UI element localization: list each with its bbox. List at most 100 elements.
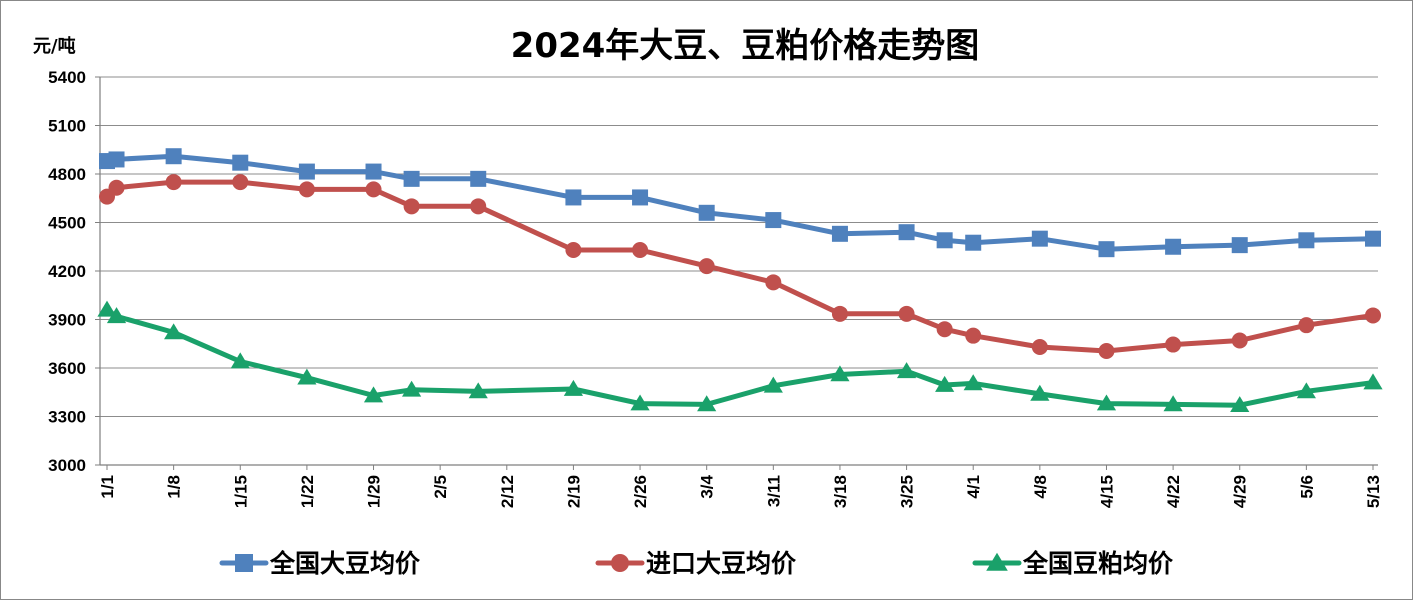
- y-tick-label-5400: 5400: [48, 68, 86, 87]
- data-point-1-7: [470, 198, 487, 215]
- x-tick-label-9: 3/4: [698, 474, 717, 498]
- data-point-2-9: [630, 394, 650, 411]
- x-tick-label-6: 2/12: [498, 475, 517, 508]
- data-point-2-14: [935, 375, 955, 392]
- data-point-2-3: [230, 352, 250, 369]
- x-tick-label-8: 2/26: [631, 475, 650, 508]
- x-tick-label-17: 4/29: [1231, 475, 1250, 508]
- data-point-0-17: [1098, 241, 1115, 258]
- data-point-1-12: [831, 305, 848, 322]
- x-tick-label-16: 4/22: [1164, 475, 1183, 508]
- data-point-2-10: [697, 395, 717, 412]
- data-point-2-13: [896, 362, 917, 379]
- data-point-0-4: [298, 163, 315, 180]
- legend-label-0: 全国大豆均价: [269, 549, 421, 578]
- data-point-2-21: [1363, 373, 1383, 390]
- x-tick-label-2: 1/15: [231, 475, 250, 508]
- x-tick-label-10: 3/11: [764, 475, 783, 507]
- data-point-1-6: [403, 198, 420, 215]
- data-point-0-2: [165, 148, 182, 165]
- x-tick-label-4: 1/29: [365, 475, 384, 508]
- x-tick-label-11: 3/18: [831, 475, 850, 508]
- data-point-0-9: [632, 189, 649, 206]
- y-tick-label-3300: 3300: [48, 408, 86, 427]
- y-tick-label-3600: 3600: [48, 359, 86, 378]
- data-point-1-9: [632, 241, 649, 258]
- data-point-1-21: [1365, 307, 1381, 324]
- data-point-0-6: [403, 170, 420, 187]
- y-axis-unit-label: 元/吨: [33, 35, 76, 57]
- data-point-1-19: [1231, 332, 1248, 349]
- data-point-1-8: [565, 241, 582, 258]
- data-point-0-13: [898, 224, 915, 241]
- data-point-1-16: [1031, 338, 1048, 355]
- data-point-1-4: [298, 181, 315, 198]
- x-tick-label-12: 3/25: [898, 475, 917, 508]
- y-tick-label-3000: 3000: [48, 456, 86, 475]
- data-point-2-1: [106, 307, 127, 324]
- x-tick-label-18: 5/6: [1297, 475, 1316, 499]
- data-point-2-5: [363, 386, 384, 403]
- legend-label-2: 全国豆粕均价: [1022, 549, 1174, 578]
- data-point-1-5: [365, 181, 382, 198]
- data-point-1-15: [965, 327, 982, 344]
- data-point-1-11: [765, 274, 782, 291]
- data-point-1-17: [1098, 343, 1115, 360]
- data-point-0-21: [1365, 230, 1381, 247]
- legend-item-0: 全国大豆均价: [219, 549, 421, 578]
- x-tick-label-0: 1/1: [98, 475, 117, 499]
- x-tick-label-19: 5/13: [1364, 475, 1383, 508]
- x-tick-label-13: 4/1: [964, 475, 983, 499]
- data-point-2-2: [164, 323, 184, 340]
- data-point-2-17: [1096, 394, 1117, 411]
- data-point-0-20: [1298, 232, 1315, 249]
- axes: [95, 76, 1378, 470]
- data-point-0-3: [232, 154, 249, 171]
- data-point-0-14: [936, 232, 953, 249]
- data-point-1-3: [232, 174, 249, 191]
- legend-swatch-marker-1: [611, 554, 629, 572]
- data-point-0-8: [565, 189, 582, 206]
- data-point-2-16: [1030, 384, 1050, 401]
- data-point-2-4: [297, 368, 317, 385]
- legend-swatch-marker-2: [986, 552, 1008, 571]
- data-point-0-5: [365, 163, 382, 180]
- series-0: [99, 148, 1381, 258]
- x-tick-label-14: 4/8: [1031, 475, 1050, 499]
- legend-label-1: 进口大豆均价: [646, 549, 797, 578]
- series-line-1: [104, 179, 1376, 354]
- data-point-0-10: [698, 204, 715, 221]
- data-point-1-10: [698, 258, 715, 275]
- y-tick-label-4200: 4200: [48, 262, 86, 281]
- data-point-0-12: [831, 225, 848, 242]
- legend-item-1: 进口大豆均价: [595, 549, 797, 578]
- data-point-1-2: [165, 174, 182, 191]
- data-point-1-20: [1298, 317, 1315, 334]
- data-point-1-13: [898, 305, 915, 322]
- gridlines: [100, 76, 1378, 417]
- data-point-0-7: [470, 170, 487, 187]
- data-point-1-1: [108, 179, 125, 196]
- y-axis-ticks: 3000 3300 3600 3900 4200 4500 4800 5100 5400: [48, 68, 86, 475]
- x-tick-label-15: 4/15: [1097, 475, 1116, 508]
- legend: 全国大豆均价 进口大豆均价 全国豆粕均价: [219, 549, 1174, 578]
- x-axis-ticks: 1/1 1/8 1/15 1/22 1/29 2/5 2/12 2/19 2/26 3/4 3/11…: [98, 474, 1383, 508]
- data-point-0-1: [108, 151, 125, 168]
- data-point-0-15: [965, 234, 982, 251]
- data-point-2-19: [1230, 396, 1250, 413]
- series-1: [99, 174, 1381, 360]
- data-point-1-18: [1165, 336, 1182, 353]
- x-tick-label-1: 1/8: [165, 475, 184, 499]
- data-point-2-20: [1296, 382, 1316, 399]
- y-tick-label-4500: 4500: [48, 214, 86, 233]
- y-tick-label-4800: 4800: [48, 165, 86, 184]
- data-point-2-18: [1163, 395, 1183, 412]
- data-point-1-14: [936, 321, 953, 338]
- data-point-0-18: [1165, 238, 1182, 255]
- data-point-2-15: [963, 374, 983, 391]
- data-point-2-12: [830, 365, 850, 382]
- legend-swatch-marker-0: [235, 554, 253, 572]
- series-2: [97, 300, 1383, 413]
